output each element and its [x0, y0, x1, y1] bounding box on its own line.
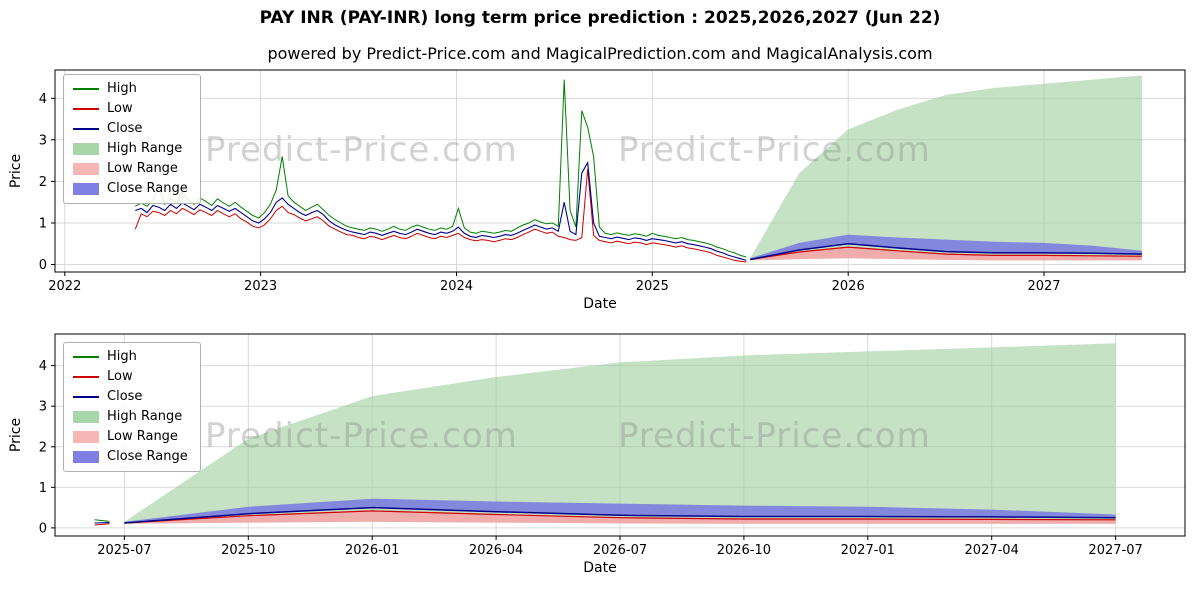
legend-item-close: Close — [73, 121, 188, 137]
chart-top-canvas: 2022 2023 2024 2025 2026 2027 0 1 2 3 4 — [39, 69, 1186, 294]
legend: High Low Close High Range Low Range Close Ran… — [63, 342, 201, 472]
x-axis-label: Date — [583, 296, 617, 312]
legend-label: Close Range — [107, 449, 188, 464]
x-tick-label: 2025-10 — [221, 543, 275, 558]
y-tick-label: 1 — [39, 481, 47, 496]
legend-item-close: Close — [73, 389, 188, 405]
legend-label: Low Range — [107, 161, 178, 176]
legend-patch-swatch-icon — [73, 451, 99, 463]
legend-label: High — [107, 81, 137, 96]
low-line — [134, 168, 747, 263]
y-tick-label: 3 — [39, 133, 47, 148]
x-tick-label: 2027-01 — [841, 543, 895, 558]
bottom-forecast-chart: 2025-07 2025-10 2026-01 2026-04 2026-07 2026-… — [0, 326, 1200, 592]
forecast-close-line — [124, 506, 1116, 524]
legend-item-close-range: Close Range — [73, 449, 188, 465]
x-tick-label: 2023 — [244, 279, 277, 294]
page-subtitle: powered by Predict-Price.com and Magical… — [267, 44, 933, 63]
legend-line-swatch-icon — [73, 88, 99, 90]
x-tick-label: 2026-04 — [469, 543, 523, 558]
forecast-low-line — [750, 246, 1142, 261]
legend-line-swatch-icon — [73, 356, 99, 358]
high-line — [135, 79, 747, 258]
legend-label: High — [107, 349, 137, 364]
y-tick-label: 2 — [39, 175, 47, 190]
legend-label: Close — [107, 121, 143, 136]
legend-item-close-range: Close Range — [73, 181, 188, 197]
x-tick-label: 2026-01 — [345, 543, 399, 558]
legend-item-low: Low — [73, 369, 188, 385]
close-line — [135, 160, 747, 261]
legend-patch-swatch-icon — [73, 143, 99, 155]
legend-patch-swatch-icon — [73, 183, 99, 195]
legend-line-swatch-icon — [73, 128, 99, 130]
legend-item-high-range: High Range — [73, 409, 188, 425]
close-range-band — [124, 498, 1116, 523]
legend-line-swatch-icon — [73, 396, 99, 398]
x-tick-label: 2027 — [1027, 279, 1060, 294]
y-tick-label: 1 — [39, 217, 47, 232]
legend-label: Low — [107, 369, 133, 384]
high-range-band — [750, 75, 1142, 261]
legend-item-high-range: High Range — [73, 141, 188, 157]
y-tick-label: 2 — [39, 440, 47, 455]
high-line — [94, 519, 110, 522]
legend-item-low: Low — [73, 101, 188, 117]
y-axis-label: Price — [8, 153, 24, 189]
y-tick-label: 3 — [39, 400, 47, 415]
x-tick-label: 2026 — [832, 279, 865, 294]
legend-label: Low — [107, 101, 133, 116]
x-tick-label: 2024 — [440, 279, 473, 294]
legend-line-swatch-icon — [73, 376, 99, 378]
x-tick-label: 2022 — [48, 279, 81, 294]
y-axis-label: Price — [8, 417, 24, 453]
x-tick-label: 2027-07 — [1088, 543, 1142, 558]
legend-patch-swatch-icon — [73, 411, 99, 423]
y-tick-label: 4 — [39, 92, 47, 107]
plot-border — [54, 69, 1186, 273]
x-tick-label: 2025-07 — [97, 543, 151, 558]
low-line — [94, 523, 110, 526]
legend-patch-swatch-icon — [73, 431, 99, 443]
x-axis-label: Date — [583, 560, 617, 576]
high-range-band — [124, 343, 1116, 524]
y-tick-label: 0 — [39, 521, 47, 536]
x-tick-label: 2026-10 — [717, 543, 771, 558]
top-history-forecast-chart: 2022 2023 2024 2025 2026 2027 0 1 2 3 4 Date Price Hi… — [0, 64, 1200, 320]
legend-label: Close — [107, 389, 143, 404]
legend-item-low-range: Low Range — [73, 161, 188, 177]
x-tick-label: 2025 — [636, 279, 669, 294]
legend-item-high: High — [73, 349, 188, 365]
legend-line-swatch-icon — [73, 108, 99, 110]
close-range-band — [750, 234, 1142, 260]
chart-bottom-canvas: 2025-07 2025-10 2026-01 2026-04 2026-07 2026-… — [39, 333, 1186, 558]
legend-label: High Range — [107, 409, 183, 424]
y-tick-label: 0 — [39, 258, 47, 273]
low-range-band — [750, 247, 1142, 261]
legend-item-low-range: Low Range — [73, 429, 188, 445]
forecast-low-line — [124, 510, 1116, 524]
legend-label: Low Range — [107, 429, 178, 444]
legend-label: Close Range — [107, 181, 188, 196]
legend-label: High Range — [107, 141, 183, 156]
x-tick-label: 2026-07 — [593, 543, 647, 558]
legend-patch-swatch-icon — [73, 163, 99, 175]
legend: High Low Close High Range Low Range Close Ran… — [63, 74, 201, 204]
forecast-close-line — [750, 242, 1142, 261]
x-tick-label: 2027-04 — [965, 543, 1019, 558]
y-tick-label: 4 — [39, 359, 47, 374]
low-range-band — [124, 510, 1116, 524]
legend-item-high: High — [73, 81, 188, 97]
page-title: PAY INR (PAY-INR) long term price predic… — [259, 8, 941, 28]
